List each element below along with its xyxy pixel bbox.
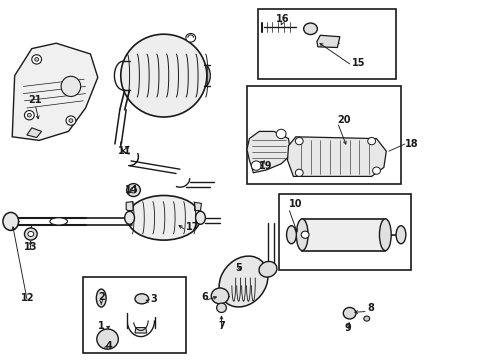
Bar [278, 194, 410, 270]
Ellipse shape [367, 138, 375, 145]
Ellipse shape [111, 343, 114, 346]
Ellipse shape [126, 184, 140, 197]
Text: 20: 20 [337, 114, 350, 125]
Ellipse shape [139, 297, 144, 301]
Ellipse shape [295, 138, 303, 145]
Ellipse shape [127, 195, 200, 240]
Ellipse shape [185, 33, 195, 42]
Polygon shape [126, 202, 133, 211]
Ellipse shape [130, 187, 136, 193]
Ellipse shape [219, 256, 267, 307]
Text: 19: 19 [259, 161, 272, 171]
Text: 8: 8 [367, 303, 374, 313]
Ellipse shape [251, 161, 261, 170]
Ellipse shape [66, 116, 76, 125]
Polygon shape [287, 137, 386, 176]
Ellipse shape [296, 219, 307, 251]
Text: 17: 17 [185, 222, 199, 232]
Ellipse shape [195, 211, 205, 224]
Ellipse shape [24, 228, 37, 240]
Bar [302, 219, 385, 251]
Ellipse shape [61, 76, 81, 96]
Ellipse shape [96, 289, 106, 307]
Ellipse shape [346, 311, 351, 316]
Polygon shape [246, 131, 290, 173]
Ellipse shape [102, 335, 112, 343]
Ellipse shape [135, 294, 148, 304]
Polygon shape [12, 43, 98, 140]
Ellipse shape [363, 316, 369, 321]
Text: 13: 13 [23, 242, 37, 252]
Ellipse shape [286, 226, 296, 244]
Text: 11: 11 [118, 146, 132, 156]
Ellipse shape [3, 212, 19, 230]
Ellipse shape [35, 58, 39, 61]
Polygon shape [27, 128, 41, 138]
Ellipse shape [111, 333, 114, 336]
Ellipse shape [101, 343, 103, 346]
Ellipse shape [32, 55, 41, 64]
Ellipse shape [121, 34, 206, 117]
Ellipse shape [372, 167, 380, 174]
Polygon shape [194, 202, 201, 211]
Ellipse shape [276, 129, 285, 139]
Text: 9: 9 [344, 323, 351, 333]
Ellipse shape [343, 307, 355, 319]
Ellipse shape [69, 119, 73, 122]
Ellipse shape [301, 231, 308, 238]
Polygon shape [316, 35, 339, 48]
Text: 16: 16 [275, 14, 289, 24]
Ellipse shape [99, 294, 103, 302]
Ellipse shape [379, 219, 390, 251]
Text: 3: 3 [150, 294, 157, 304]
Ellipse shape [295, 169, 303, 176]
Text: 18: 18 [404, 139, 418, 149]
Ellipse shape [124, 211, 134, 224]
Text: 4: 4 [105, 341, 112, 351]
Ellipse shape [50, 218, 67, 225]
Text: 5: 5 [234, 263, 241, 273]
Ellipse shape [27, 113, 31, 117]
Ellipse shape [97, 329, 118, 349]
Ellipse shape [101, 333, 103, 336]
Text: 14: 14 [125, 185, 139, 195]
Text: 6: 6 [201, 292, 207, 302]
Ellipse shape [28, 231, 34, 237]
Text: 15: 15 [351, 58, 365, 68]
Text: 7: 7 [218, 321, 224, 331]
Polygon shape [135, 328, 146, 333]
Ellipse shape [259, 261, 276, 277]
Ellipse shape [9, 216, 13, 219]
Ellipse shape [303, 23, 317, 35]
Text: 1: 1 [98, 321, 105, 331]
Text: 21: 21 [28, 95, 42, 105]
Text: 2: 2 [98, 292, 104, 302]
Bar [246, 86, 400, 184]
Ellipse shape [9, 224, 13, 227]
Bar [258, 9, 395, 79]
Text: 10: 10 [288, 199, 302, 210]
Ellipse shape [307, 26, 313, 32]
Ellipse shape [219, 306, 223, 310]
Ellipse shape [24, 111, 34, 120]
Text: 12: 12 [20, 293, 34, 303]
Ellipse shape [211, 288, 228, 304]
Bar [83, 277, 185, 353]
Ellipse shape [395, 226, 405, 244]
Ellipse shape [216, 303, 226, 312]
